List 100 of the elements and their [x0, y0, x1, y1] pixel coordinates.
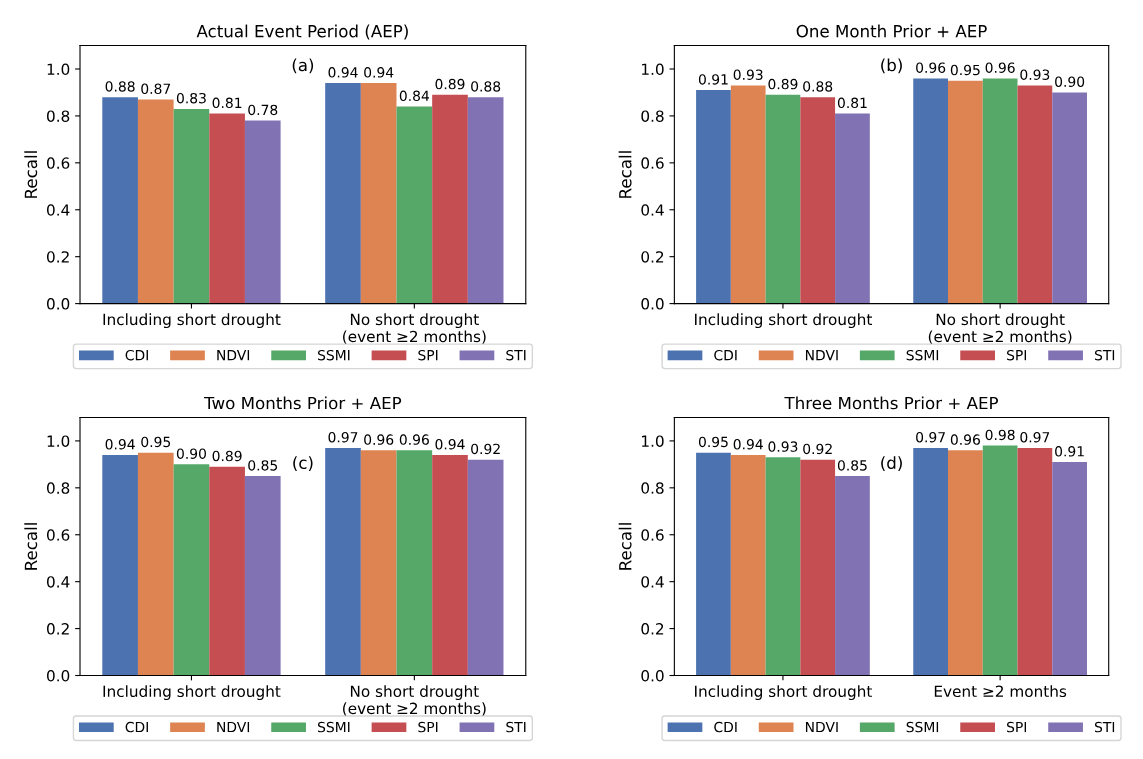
- data-label: 0.95: [698, 436, 728, 448]
- x-tick-label: Including short drought: [695, 685, 873, 701]
- bar: [137, 99, 174, 304]
- y-tick-label: 0.0: [641, 669, 664, 682]
- data-label: 0.94: [328, 67, 358, 78]
- chart-title: Actual Event Period (AEP): [196, 24, 408, 40]
- x-tick-label: No short drought (event ≥2 months): [343, 313, 486, 345]
- data-label: 0.90: [176, 448, 206, 459]
- y-tick-label: 1.0: [642, 63, 664, 76]
- legend-label: SPI: [1007, 721, 1027, 733]
- data-label: 0.94: [733, 439, 763, 450]
- legend-label: SSMI: [317, 721, 350, 733]
- legend-label: CDI: [714, 349, 737, 361]
- data-label: 0.88: [471, 81, 501, 92]
- data-label: 0.94: [105, 439, 135, 450]
- data-label: 0.89: [768, 78, 798, 90]
- y-tick-label: 0.2: [47, 623, 69, 635]
- data-label: 0.81: [837, 97, 867, 109]
- legend-label: CDI: [125, 349, 148, 361]
- chart-title: One Month Prior + AEP: [796, 24, 987, 38]
- data-label: 0.96: [399, 434, 429, 445]
- bar: [396, 106, 433, 304]
- y-axis-title: Recall: [618, 151, 632, 198]
- bar: [1052, 92, 1087, 304]
- legend-label: SSMI: [906, 721, 939, 733]
- y-axis-title: Recall: [24, 523, 38, 570]
- y-tick-label: 0.6: [641, 157, 664, 169]
- legend-label: SPI: [418, 349, 438, 361]
- bar: [835, 113, 870, 304]
- legend-label: NDVI: [805, 350, 838, 361]
- x-tick-label: No short drought (event ≥2 months): [928, 313, 1072, 345]
- data-label: 0.91: [698, 74, 728, 85]
- y-tick-label: 0.6: [47, 529, 70, 541]
- data-label: 0.78: [248, 104, 278, 116]
- annotation: (b): [881, 58, 902, 74]
- legend-label: SSMI: [906, 349, 939, 361]
- bar: [244, 120, 281, 304]
- data-label: 0.96: [950, 434, 980, 445]
- x-tick-label: No short drought (event ≥2 months): [343, 685, 486, 716]
- data-label: 0.97: [916, 431, 945, 443]
- legend-label: NDVI: [217, 721, 250, 733]
- data-label: 0.98: [985, 429, 1015, 441]
- data-label: 0.90: [1055, 76, 1085, 87]
- annotation: (a): [292, 58, 314, 74]
- data-label: 0.97: [1020, 431, 1050, 443]
- x-tick-label: Including short drought: [695, 313, 873, 329]
- data-label: 0.93: [768, 441, 798, 452]
- y-tick-label: 0.4: [641, 576, 664, 588]
- data-label: 0.95: [950, 64, 980, 76]
- y-tick-label: 1.0: [642, 435, 664, 447]
- legend-label: NDVI: [217, 350, 250, 361]
- x-tick-label: Event ≥2 months: [934, 685, 1067, 698]
- bar: [765, 94, 801, 304]
- y-axis-title: Recall: [24, 151, 38, 198]
- data-label: 0.93: [733, 69, 763, 80]
- legend-label: STI: [1094, 721, 1115, 733]
- data-label: 0.96: [916, 62, 946, 73]
- y-tick-label: 0.8: [641, 482, 664, 494]
- data-label: 0.89: [212, 450, 242, 462]
- legend-label: SPI: [1007, 349, 1027, 361]
- y-axis-title: Recall: [618, 523, 632, 570]
- data-label: 0.91: [1055, 446, 1084, 457]
- data-label: 0.95: [141, 436, 171, 448]
- bar: [102, 97, 138, 304]
- data-label: 0.96: [985, 62, 1015, 73]
- y-tick-label: 0.2: [47, 251, 69, 263]
- y-tick-label: 0.6: [641, 529, 664, 541]
- data-label: 0.92: [471, 443, 500, 455]
- data-label: 0.87: [141, 83, 171, 95]
- legend-label: STI: [506, 349, 526, 361]
- data-label: 0.85: [837, 460, 867, 471]
- annotation: (d): [881, 456, 902, 472]
- y-tick-label: 1.0: [47, 435, 70, 447]
- x-tick-label: Including short drought: [103, 685, 281, 701]
- bar: [696, 90, 731, 304]
- legend-label: SPI: [418, 721, 438, 733]
- y-tick-label: 1.0: [47, 63, 70, 76]
- legend-label: SSMI: [317, 349, 350, 361]
- y-tick-label: 0.8: [47, 482, 70, 494]
- data-label: 0.84: [399, 90, 430, 102]
- data-label: 0.83: [176, 92, 206, 104]
- chart-title: Two Months Prior + AEP: [204, 396, 402, 410]
- y-tick-label: 0.2: [641, 623, 664, 635]
- y-tick-label: 0.6: [47, 157, 70, 169]
- y-tick-label: 0.2: [641, 251, 664, 263]
- bar: [1017, 85, 1053, 304]
- bar: [913, 78, 948, 304]
- bar: [325, 83, 361, 304]
- y-tick-label: 0.4: [47, 576, 70, 588]
- legend-label: CDI: [714, 721, 737, 733]
- chart-title: Three Months Prior + AEP: [784, 396, 999, 410]
- bar: [948, 80, 983, 304]
- data-label: 0.94: [364, 67, 394, 78]
- bar: [730, 85, 766, 304]
- data-label: 0.97: [328, 431, 358, 443]
- data-label: 0.89: [435, 78, 465, 90]
- data-label: 0.92: [803, 443, 832, 455]
- y-tick-label: 0.4: [47, 204, 70, 216]
- bar: [173, 108, 210, 304]
- data-label: 0.94: [435, 439, 465, 450]
